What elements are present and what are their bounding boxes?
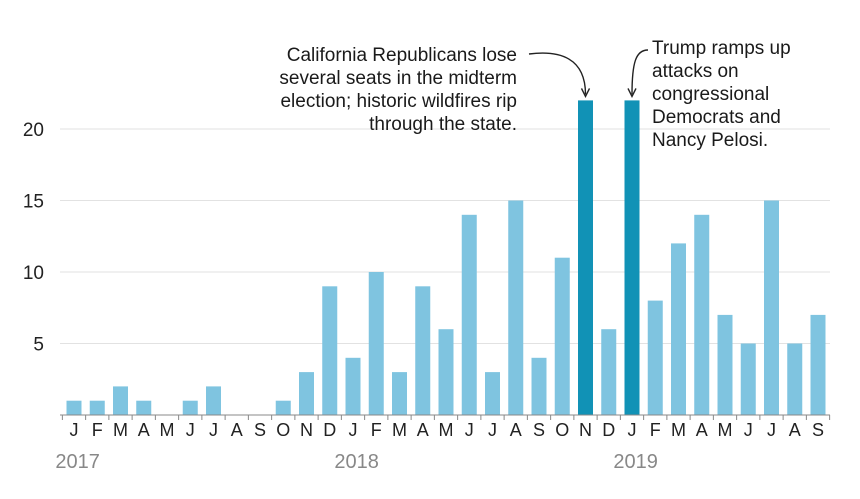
x-tick-label: O: [555, 420, 569, 440]
bar-highlight: [624, 100, 640, 416]
x-tick-label: M: [671, 420, 686, 440]
year-label: 2019: [613, 451, 658, 473]
x-tick-label: J: [186, 420, 195, 440]
x-tick-label: N: [579, 420, 592, 440]
x-tick-label: S: [254, 420, 266, 440]
annotation-line: Trump ramps up: [652, 38, 791, 59]
x-tick-label: M: [113, 420, 128, 440]
y-tick-label: 5: [33, 335, 44, 356]
bar-highlight: [578, 100, 593, 416]
bar: [299, 372, 314, 415]
arrow-midterm: [528, 52, 587, 95]
bar: [113, 386, 128, 415]
annotation-line: election; historic wildfires rip: [280, 91, 517, 112]
x-tick-label: A: [510, 420, 522, 440]
bar: [415, 286, 431, 415]
annotation-line: Democrats and: [652, 107, 781, 128]
arrowhead-pelosi: [627, 88, 637, 98]
annotation-line: Nancy Pelosi.: [652, 130, 769, 151]
annotation-line: through the state.: [369, 114, 517, 135]
bar: [438, 329, 454, 415]
annotation-line: congressional: [652, 84, 770, 105]
annotation-line: attacks on: [652, 61, 739, 82]
bar: [368, 272, 384, 415]
annotation-pelosi: Trump ramps up attacks on congressional …: [652, 37, 791, 152]
annotation-midterm: California Republicans lose several seat…: [279, 44, 517, 136]
bar: [531, 357, 547, 415]
x-tick-label: S: [533, 420, 545, 440]
x-tick-label: M: [392, 420, 407, 440]
x-tick-label: D: [602, 420, 615, 440]
x-tick-label: N: [300, 420, 313, 440]
bar: [275, 400, 291, 415]
bars: [66, 100, 826, 416]
annotation-line: California Republicans lose: [286, 45, 517, 66]
bar: [694, 214, 710, 415]
x-tick-label: J: [209, 420, 218, 440]
bar: [554, 257, 570, 415]
bar: [345, 357, 361, 415]
bar: [461, 214, 477, 415]
x-tick-label: F: [371, 420, 382, 440]
gridlines: [60, 128, 830, 344]
x-tick-label: O: [276, 420, 290, 440]
x-tick-label: A: [231, 420, 243, 440]
x-tick-label: J: [70, 420, 79, 440]
x-tick-label: A: [417, 420, 429, 440]
bar: [66, 400, 82, 415]
bar: [485, 372, 500, 415]
bar: [508, 200, 524, 415]
x-tick-label: A: [789, 420, 801, 440]
y-tick-label: 15: [23, 192, 44, 213]
bar: [810, 314, 826, 415]
x-tick-label: M: [439, 420, 454, 440]
bar: [136, 400, 152, 415]
x-axis: [60, 414, 831, 420]
bar: [764, 200, 779, 415]
arrowhead-midterm: [580, 88, 591, 98]
x-tick-label: M: [718, 420, 733, 440]
annotation-arrows: [528, 49, 649, 98]
bar: [787, 343, 803, 415]
bar: [647, 300, 663, 415]
x-tick-label: J: [767, 420, 776, 440]
year-label: 2017: [55, 451, 100, 473]
x-tick-label: D: [323, 420, 336, 440]
bar: [206, 386, 221, 415]
bar: [601, 329, 617, 415]
bar: [392, 372, 407, 415]
y-tick-label: 10: [23, 263, 44, 284]
x-tick-label: S: [812, 420, 824, 440]
x-tick-label: J: [744, 420, 753, 440]
bar: [89, 400, 105, 415]
bar: [717, 314, 733, 415]
x-tick-label: F: [92, 420, 103, 440]
annotation-line: several seats in the midterm: [279, 68, 517, 89]
x-tick-label: M: [160, 420, 175, 440]
y-tick-label: 20: [23, 120, 44, 141]
bar: [671, 243, 686, 415]
arrow-pelosi: [631, 49, 649, 95]
x-tick-label: F: [650, 420, 661, 440]
x-tick-label: J: [628, 420, 637, 440]
x-tick-label: J: [465, 420, 474, 440]
x-tick-label: J: [349, 420, 358, 440]
bar: [182, 400, 198, 415]
bar: [740, 343, 756, 415]
x-tick-label: A: [696, 420, 708, 440]
year-label: 2018: [334, 451, 379, 473]
x-tick-label: A: [138, 420, 150, 440]
bar: [322, 286, 338, 415]
x-tick-label: J: [488, 420, 497, 440]
